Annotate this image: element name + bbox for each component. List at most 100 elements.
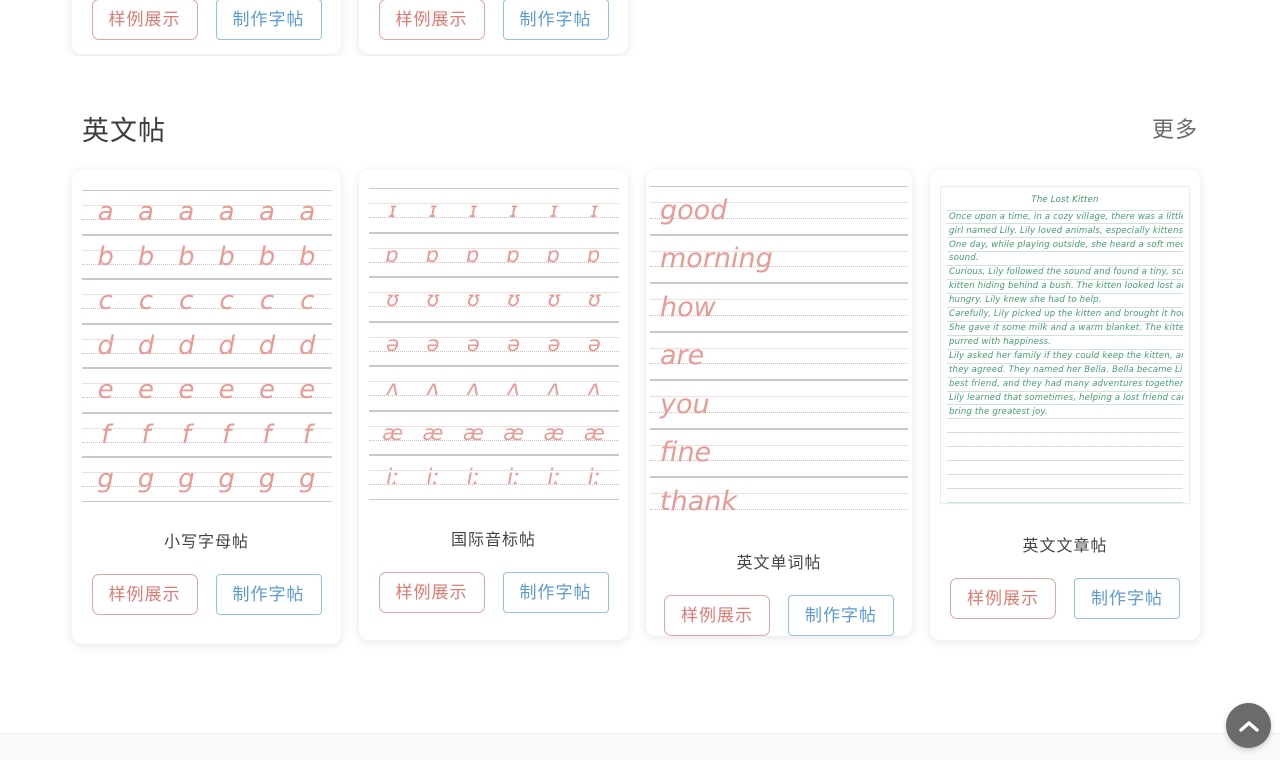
glyph: thank [660, 485, 737, 517]
glyph: ʌ [386, 376, 399, 401]
card-preview[interactable]: good morning how are you fine thank [650, 186, 908, 523]
glyph: a [97, 197, 114, 228]
glyph: b [137, 241, 155, 272]
glyph: ɒ [466, 242, 480, 267]
ruled-row: iː iː iː iː iː iː [368, 455, 619, 500]
sample-display-button[interactable]: 样例展示 [91, 0, 198, 40]
glyph: f [141, 419, 151, 450]
card-action-buttons: 样例展示 制作字帖 [91, 574, 322, 615]
card-action-buttons: 样例展示 制作字帖 [950, 578, 1180, 619]
article-blank-line [947, 475, 1183, 490]
glyph: a [259, 197, 275, 228]
article-line: Curious, Lily followed the sound and fou… [947, 266, 1183, 280]
glyph: e [258, 375, 275, 406]
sample-display-button[interactable]: 样例展示 [91, 574, 198, 615]
card-preview[interactable]: ɪ ɪ ɪ ɪ ɪ ɪ ɒ ɒ ɒ ɒ ɒ ɒ ʊ ʊ ʊ ʊ ʊ ʊ ə ə ə ə ə ə ʌ ʌ ʌ ʌ ʌ ʌ æ æ æ æ æ æ iː iː… [368, 188, 619, 500]
card-title: 英文单词帖 [736, 555, 822, 572]
sample-display-button[interactable]: 样例展示 [378, 572, 485, 613]
glyph: ə [426, 331, 440, 356]
glyph: ɪ [429, 198, 437, 223]
make-copybook-button[interactable]: 制作字帖 [215, 574, 322, 615]
glyph: ɪ [590, 198, 599, 223]
article-line: best friend, and they had many adventure… [947, 378, 1183, 392]
glyph-row: good [650, 187, 908, 234]
glyph: d [97, 330, 114, 361]
glyph: e [299, 375, 316, 406]
make-copybook-button[interactable]: 制作字帖 [502, 572, 609, 613]
article-line: One day, while playing outside, she hear… [947, 238, 1183, 252]
article-line: bring the greatest joy. [947, 405, 1183, 420]
copybook-card: ɪ ɪ ɪ ɪ ɪ ɪ ɒ ɒ ɒ ɒ ɒ ɒ ʊ ʊ ʊ ʊ ʊ ʊ ə ə ə ə ə ə ʌ ʌ ʌ ʌ ʌ ʌ æ æ æ æ æ æ iː iː… [359, 170, 628, 640]
sample-display-button[interactable]: 样例展示 [664, 595, 770, 636]
article-blank-line [947, 433, 1183, 448]
glyph: a [178, 197, 195, 228]
glyph: c [219, 286, 234, 317]
section-header: 英文帖 更多 [0, 96, 1280, 160]
glyph: a [138, 197, 154, 228]
page-title: 英文帖 [82, 115, 166, 146]
glyph: f [262, 419, 272, 450]
glyph: g [258, 464, 276, 495]
glyph: ɒ [587, 242, 601, 267]
card-title: 英文文章帖 [1022, 538, 1108, 555]
make-copybook-button[interactable]: 制作字帖 [215, 0, 322, 40]
glyph: iː [386, 465, 400, 490]
article-line: they agreed. They named her Bella. Bella… [947, 364, 1183, 378]
glyph: ɪ [388, 198, 397, 223]
glyph-row: morning [650, 236, 908, 283]
ruled-row: morning [650, 234, 908, 283]
card-action-buttons: 样例展示 制作字帖 [378, 572, 609, 613]
footer-band [0, 733, 1280, 760]
glyph: ɒ [506, 242, 521, 267]
ruled-sheet: ɪ ɪ ɪ ɪ ɪ ɪ ɒ ɒ ɒ ɒ ɒ ɒ ʊ ʊ ʊ ʊ ʊ ʊ ə ə ə ə ə ə ʌ ʌ ʌ ʌ ʌ ʌ æ æ æ æ æ æ iː iː… [368, 188, 619, 500]
back-to-top-button[interactable] [1226, 703, 1271, 748]
make-copybook-button[interactable]: 制作字帖 [1074, 578, 1180, 619]
make-copybook-button[interactable]: 制作字帖 [788, 595, 894, 636]
glyph: ɒ [385, 242, 400, 267]
ruled-row: fine [650, 428, 908, 477]
article-line: Lily asked her family if they could keep… [947, 350, 1183, 364]
glyph: ə [386, 331, 400, 356]
glyph: b [97, 241, 114, 272]
glyph: æ [583, 420, 605, 445]
glyph-row: how [650, 284, 908, 331]
copybook-card: good morning how are you fine thank 英文单词帖 样例展示 制作… [646, 170, 912, 636]
article-blank-line [947, 419, 1183, 434]
glyph: d [218, 330, 235, 361]
ruled-sheet: good morning how are you fine thank [650, 186, 908, 523]
glyph: morning [660, 243, 773, 275]
card-preview[interactable]: The Lost Kitten Once upon a time, in a co… [940, 186, 1190, 504]
make-copybook-button[interactable]: 制作字帖 [502, 0, 609, 40]
glyph: g [299, 464, 316, 495]
glyph: ə [547, 331, 561, 356]
article-blank-line [947, 461, 1183, 476]
glyph: c [300, 286, 315, 317]
glyph: a [299, 197, 316, 228]
article-line: girl named Lily. Lily loved animals, esp… [947, 224, 1183, 239]
glyph: g [137, 464, 155, 495]
glyph: g [218, 464, 235, 495]
glyph: g [97, 464, 114, 495]
glyph: f [222, 419, 232, 450]
sample-display-button[interactable]: 样例展示 [378, 0, 485, 40]
glyph-row: you [650, 381, 908, 428]
glyph: ʌ [467, 376, 480, 401]
more-link[interactable]: 更多 [1151, 117, 1198, 142]
sample-display-button[interactable]: 样例展示 [950, 578, 1056, 619]
glyph: d [137, 330, 155, 361]
glyph: ɪ [469, 198, 478, 223]
